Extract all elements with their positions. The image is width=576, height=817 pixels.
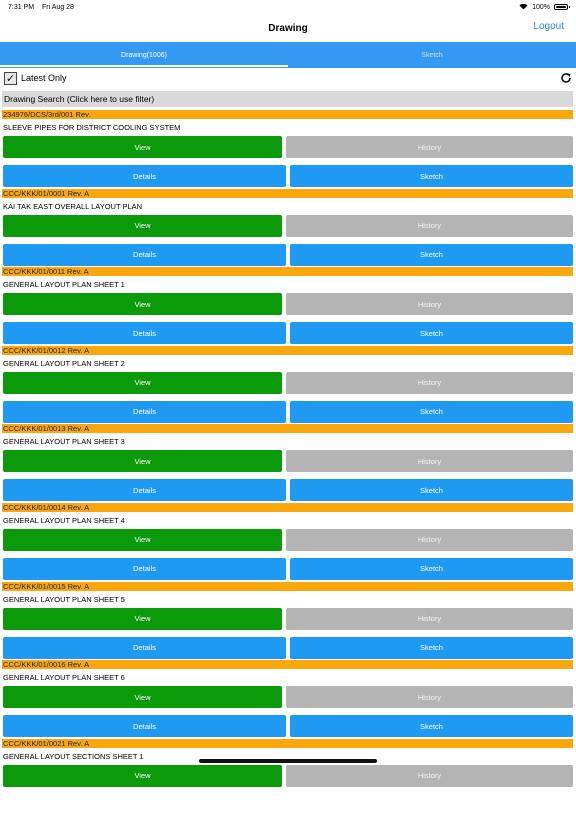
history-button[interactable]: History — [286, 764, 573, 787]
battery-percent: 100% — [532, 3, 550, 11]
sketch-button[interactable]: Sketch — [290, 715, 573, 738]
history-button[interactable]: History — [286, 607, 573, 630]
details-button[interactable]: Details — [3, 243, 286, 266]
sketch-button[interactable]: Sketch — [290, 400, 573, 423]
home-indicator — [199, 759, 377, 763]
drawing-description: GENERAL LAYOUT PLAN SHEET 2 — [3, 358, 125, 368]
history-button[interactable]: History — [286, 293, 573, 316]
details-button[interactable]: Details — [3, 557, 286, 580]
view-button[interactable]: View — [3, 450, 282, 473]
sketch-button[interactable]: Sketch — [290, 479, 573, 502]
drawing-description: GENERAL LAYOUT PLAN SHEET 3 — [3, 437, 125, 447]
history-button[interactable]: History — [286, 528, 573, 551]
list-item: CCC/KKK/01/0001 Rev. A KAI TAK EAST OVER… — [0, 188, 576, 268]
status-right: 100% — [519, 3, 570, 12]
drawing-description: GENERAL LAYOUT SECTIONS SHEET 1 — [3, 751, 144, 761]
tab-drawing[interactable]: Drawing(1006) — [0, 42, 288, 68]
refresh-icon[interactable] — [560, 72, 572, 84]
drawing-code: CCC/KKK/01/0013 Rev. A — [2, 424, 573, 434]
drawing-code: CCC/KKK/01/0015 Rev. A — [2, 581, 573, 591]
view-button[interactable]: View — [3, 371, 282, 394]
drawing-description: GENERAL LAYOUT PLAN SHEET 1 — [3, 280, 125, 290]
drawing-code: CCC/KKK/01/0012 Rev. A — [2, 345, 573, 355]
details-button[interactable]: Details — [3, 636, 286, 659]
history-button[interactable]: History — [286, 136, 573, 158]
status-date: Fri Aug 28 — [42, 3, 74, 11]
sketch-button[interactable]: Sketch — [290, 243, 573, 266]
sketch-button[interactable]: Sketch — [290, 165, 573, 187]
logout-button[interactable]: Logout — [533, 21, 564, 32]
latest-only-label: Latest Only — [21, 73, 67, 83]
history-button[interactable]: History — [286, 371, 573, 394]
view-button[interactable]: View — [3, 607, 282, 630]
drawing-description: KAI TAK EAST OVERALL LAYOUT PLAN — [3, 201, 143, 211]
history-button[interactable]: History — [286, 686, 573, 709]
drawing-description: GENERAL LAYOUT PLAN SHEET 6 — [3, 673, 125, 683]
drawing-code: CCC/KKK/01/0001 Rev. A — [2, 188, 573, 198]
sketch-button[interactable]: Sketch — [290, 636, 573, 659]
status-bar: 7:31 PM Fri Aug 28 100% — [0, 0, 576, 14]
list-item: CCC/KKK/01/0021 Rev. A GENERAL LAYOUT SE… — [0, 738, 576, 817]
details-button[interactable]: Details — [3, 322, 286, 345]
details-button[interactable]: Details — [3, 715, 286, 738]
battery-icon — [554, 4, 570, 10]
view-button[interactable]: View — [3, 686, 282, 709]
drawing-code: CCC/KKK/01/0014 Rev. A — [2, 502, 573, 512]
list-item: CCC/KKK/01/0014 Rev. A GENERAL LAYOUT PL… — [0, 502, 576, 582]
list-item: CCC/KKK/01/0016 Rev. A GENERAL LAYOUT PL… — [0, 660, 576, 739]
list-item: CCC/KKK/01/0013 Rev. A GENERAL LAYOUT PL… — [0, 424, 576, 503]
drawing-description: GENERAL LAYOUT PLAN SHEET 4 — [3, 515, 125, 525]
wifi-icon — [519, 3, 528, 12]
drawing-code: 234976/DCS/3rd/001 Rev. — [2, 110, 573, 119]
drawing-description: SLEEVE PIPES FOR DISTRICT COOLING SYSTEM — [3, 123, 181, 132]
list-item: CCC/KKK/01/0012 Rev. A GENERAL LAYOUT PL… — [0, 345, 576, 425]
navigation-bar: Drawing Logout — [0, 14, 576, 42]
tab-sketch[interactable]: Sketch — [421, 51, 443, 59]
drawing-code: CCC/KKK/01/0016 Rev. A — [2, 660, 573, 670]
history-button[interactable]: History — [286, 214, 573, 237]
filter-bar: ✓ Latest Only — [0, 68, 576, 88]
history-button[interactable]: History — [286, 450, 573, 473]
drawing-code: CCC/KKK/01/0021 Rev. A — [2, 738, 573, 748]
drawing-description: GENERAL LAYOUT PLAN SHEET 5 — [3, 594, 125, 604]
checkmark-icon: ✓ — [5, 72, 16, 85]
list-item: 234976/DCS/3rd/001 Rev. SLEEVE PIPES FOR… — [0, 110, 576, 189]
latest-only-checkbox[interactable]: ✓ — [4, 71, 17, 85]
drawing-code: CCC/KKK/01/0011 Rev. A — [2, 267, 573, 277]
view-button[interactable]: View — [3, 528, 282, 551]
view-button[interactable]: View — [3, 764, 282, 787]
view-button[interactable]: View — [3, 214, 282, 237]
page-title: Drawing — [268, 22, 308, 34]
tab-bar: Drawing(1006) Sketch — [0, 42, 576, 68]
list-item: CCC/KKK/01/0011 Rev. A GENERAL LAYOUT PL… — [0, 267, 576, 346]
list-item: CCC/KKK/01/0015 Rev. A GENERAL LAYOUT PL… — [0, 581, 576, 661]
view-button[interactable]: View — [3, 136, 282, 158]
details-button[interactable]: Details — [3, 165, 286, 187]
status-left: 7:31 PM Fri Aug 28 — [8, 4, 80, 11]
sketch-button[interactable]: Sketch — [290, 322, 573, 345]
view-button[interactable]: View — [3, 293, 282, 316]
drawing-search-bar[interactable]: Drawing Search (Click here to use filter… — [2, 91, 573, 107]
drawing-list: 234976/DCS/3rd/001 Rev. SLEEVE PIPES FOR… — [0, 110, 576, 817]
status-time: 7:31 PM — [8, 3, 35, 11]
details-button[interactable]: Details — [3, 400, 286, 423]
details-button[interactable]: Details — [3, 479, 286, 502]
sketch-button[interactable]: Sketch — [290, 557, 573, 580]
